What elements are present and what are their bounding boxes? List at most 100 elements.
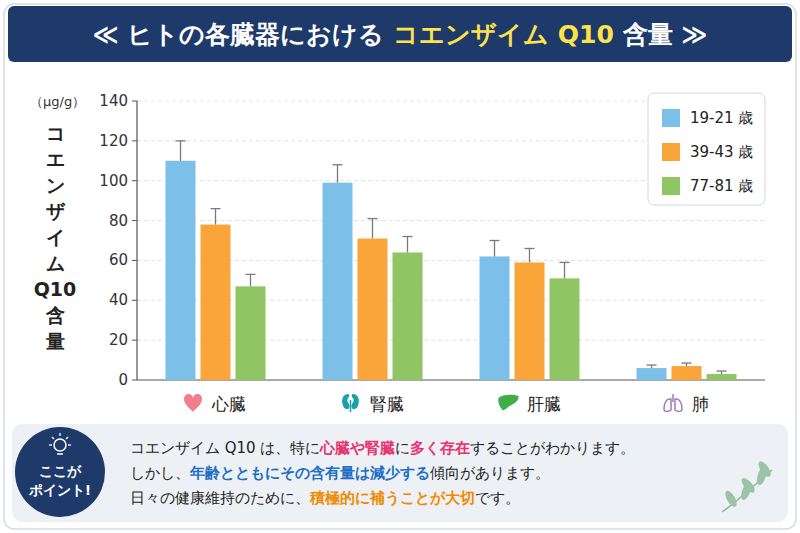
error-cap bbox=[682, 362, 692, 363]
kidney-icon bbox=[342, 394, 349, 409]
error-cap bbox=[560, 262, 570, 263]
legend: 19-21 歳 39-43 歳 77-81 歳 bbox=[648, 93, 765, 205]
tick-mark bbox=[132, 380, 137, 381]
kidney-icon bbox=[350, 400, 352, 412]
y-unit: （μg/g） bbox=[30, 94, 85, 109]
point-text: しかし、 bbox=[130, 464, 190, 482]
grid-line bbox=[137, 220, 765, 221]
error-cap bbox=[525, 248, 535, 249]
y-axis-title-part: イ bbox=[46, 226, 65, 248]
error-stem bbox=[250, 274, 251, 286]
legend-swatch bbox=[662, 143, 680, 161]
error-cap bbox=[403, 236, 413, 237]
title: ≪ ヒトの各臓器における コエンザイム Q10 含量 ≫ bbox=[93, 20, 708, 49]
error-stem bbox=[529, 248, 530, 262]
page: ≪ ヒトの各臓器における コエンザイム Q10 含量 ≫020406080100… bbox=[0, 0, 800, 533]
tick-mark bbox=[132, 220, 137, 221]
legend-box bbox=[648, 93, 765, 205]
error-bar bbox=[525, 248, 535, 262]
leaf-decoration bbox=[722, 459, 773, 512]
lung-icon bbox=[664, 399, 671, 412]
bar bbox=[236, 286, 266, 380]
y-axis-title-part: Q10 bbox=[34, 278, 77, 300]
x-axis bbox=[137, 379, 765, 380]
bar bbox=[637, 368, 667, 380]
legend-swatch bbox=[662, 177, 680, 195]
organ-icon bbox=[498, 395, 518, 411]
tick-mark bbox=[132, 101, 137, 102]
bar bbox=[480, 256, 510, 380]
bulb-ray bbox=[68, 444, 71, 445]
category-label: 心臓 bbox=[211, 394, 246, 414]
bar bbox=[166, 161, 196, 380]
tick-mark bbox=[132, 340, 137, 341]
error-bar bbox=[717, 371, 727, 374]
grid-line bbox=[137, 340, 765, 341]
category-label: 肝臓 bbox=[527, 394, 561, 414]
tick-label: 0 bbox=[118, 371, 128, 389]
bar bbox=[201, 225, 231, 380]
liver-icon bbox=[498, 395, 518, 411]
bulb-ray bbox=[59, 433, 60, 436]
tick-mark bbox=[132, 300, 137, 301]
grid-line bbox=[137, 300, 765, 301]
panel bbox=[4, 4, 796, 529]
category-label: 腎臓 bbox=[370, 394, 404, 414]
error-bar bbox=[403, 237, 413, 253]
bar bbox=[672, 366, 702, 380]
error-bar bbox=[368, 219, 378, 239]
tick-label: 80 bbox=[109, 212, 128, 230]
error-bar bbox=[647, 365, 657, 368]
point-text: に bbox=[395, 439, 410, 457]
tick-mark bbox=[132, 260, 137, 261]
tick-label: 60 bbox=[109, 251, 128, 269]
error-cap bbox=[490, 240, 500, 241]
badge bbox=[15, 427, 105, 517]
category-label: 肺 bbox=[692, 394, 709, 414]
point-line: 日々の健康維持のために、積極的に補うことが大切です。 bbox=[130, 489, 520, 507]
point-text: 心臓や腎臓 bbox=[319, 439, 395, 457]
grid-line bbox=[137, 260, 765, 261]
legend-label: 39-43 歳 bbox=[690, 143, 753, 161]
error-bar bbox=[682, 363, 692, 366]
bar bbox=[358, 239, 388, 380]
point-text: 傾向があります。 bbox=[430, 464, 550, 482]
y-axis-title-part: ン bbox=[46, 174, 65, 196]
error-cap bbox=[211, 208, 221, 209]
lung-icon bbox=[675, 399, 682, 412]
error-cap bbox=[717, 370, 727, 371]
point-text: 日々の健康維持のために、 bbox=[130, 489, 310, 507]
point-text: です。 bbox=[475, 489, 520, 507]
point-text: コエンザイム Q10 は、特に bbox=[130, 439, 320, 457]
legend-label: 77-81 歳 bbox=[690, 177, 753, 195]
error-cap bbox=[176, 140, 186, 141]
tick-mark bbox=[132, 140, 137, 141]
header-banner bbox=[8, 6, 792, 62]
error-bar bbox=[246, 274, 256, 286]
organ-icon bbox=[342, 394, 359, 412]
heart-icon bbox=[184, 394, 202, 412]
bulb-base bbox=[57, 453, 63, 455]
tick-label: 20 bbox=[109, 331, 128, 349]
error-bar bbox=[333, 165, 343, 183]
error-stem bbox=[337, 165, 338, 183]
error-cap bbox=[647, 364, 657, 365]
y-axis-title-part: ザ bbox=[46, 200, 66, 222]
bar bbox=[550, 278, 580, 380]
title-part: 含量 ≫ bbox=[614, 20, 708, 49]
title-part: コエンザイム Q10 bbox=[393, 20, 614, 49]
bulb-ray bbox=[66, 437, 68, 439]
y-axis-title-part: 含 bbox=[45, 304, 65, 326]
bulb-ray bbox=[52, 437, 54, 439]
y-axis-title: コエンザイムQ10含量 bbox=[34, 122, 77, 352]
y-axis-title-part: 量 bbox=[45, 330, 65, 352]
kidney-icon bbox=[352, 394, 359, 409]
error-cap bbox=[333, 164, 343, 165]
tick-label: 40 bbox=[109, 291, 128, 309]
badge-text: ここが bbox=[39, 463, 82, 479]
legend-label: 19-21 歳 bbox=[690, 109, 753, 127]
error-bar bbox=[211, 209, 221, 225]
error-stem bbox=[564, 262, 565, 278]
error-stem bbox=[372, 219, 373, 239]
bulb bbox=[54, 439, 66, 451]
